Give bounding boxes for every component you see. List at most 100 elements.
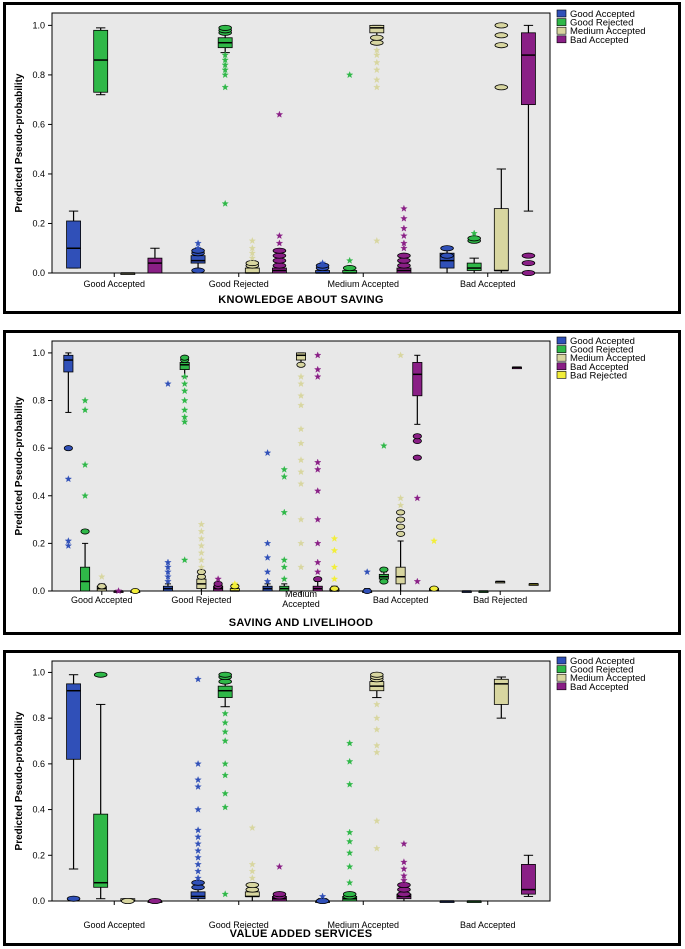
outlier-point [245, 260, 260, 267]
box-medium-accepted-bad-accepted [396, 840, 412, 902]
extreme-star [194, 826, 202, 834]
extreme-star [197, 520, 205, 528]
extreme-star [194, 675, 202, 683]
extreme-star [81, 491, 89, 499]
y-tick-label: 0.4 [32, 169, 45, 179]
box-body [296, 352, 306, 361]
outlier-point [412, 433, 422, 440]
x-tick-label: Medium Accepted [327, 279, 399, 289]
y-axis-label: Predicted Pseudo-probability [14, 396, 25, 535]
extreme-star [373, 51, 381, 59]
legend-swatch-medium-accepted [556, 673, 567, 682]
y-tick-label: 0.0 [32, 268, 45, 278]
extreme-star [397, 501, 405, 509]
box-bad-accepted-good-accepted [362, 568, 373, 594]
extreme-star [263, 568, 272, 576]
extreme-star [221, 760, 229, 767]
extreme-star [221, 803, 229, 811]
outlier-point [362, 587, 372, 594]
extreme-star [373, 236, 381, 244]
box-medium-accepted-bad-accepted [312, 351, 323, 592]
extreme-star [314, 515, 322, 523]
y-tick-label: 0.0 [32, 586, 45, 596]
extreme-star [314, 487, 322, 495]
box-body [521, 32, 536, 106]
extreme-star [197, 534, 205, 542]
box-medium-accepted-good-accepted [262, 449, 273, 592]
box-good-accepted-medium-accepted [120, 272, 136, 275]
extreme-star [400, 214, 408, 222]
box-good-rejected-good-rejected [217, 24, 233, 207]
box-bad-accepted-good-accepted [439, 900, 455, 903]
extreme-star [214, 575, 222, 583]
outlier-point [180, 354, 190, 361]
y-tick-label: 0.6 [32, 119, 45, 129]
extreme-star [413, 577, 422, 585]
y-tick-label: 0.6 [32, 759, 45, 769]
extreme-star [180, 396, 189, 404]
box-good-accepted-good-accepted [63, 352, 74, 549]
extreme-star [314, 351, 322, 359]
extreme-star [297, 380, 305, 387]
extreme-star [400, 865, 408, 873]
outlier-point [97, 583, 107, 590]
extreme-star [346, 878, 354, 886]
box-bad-accepted-good-rejected [466, 900, 482, 903]
extreme-star [221, 789, 229, 797]
extreme-star [400, 232, 408, 239]
box-bad-accepted-bad-accepted [521, 24, 536, 276]
extreme-star [314, 458, 322, 466]
box-good-rejected-good-rejected [217, 671, 233, 898]
y-axis-label: Predicted Pseudo-probability [14, 73, 25, 212]
extreme-star [194, 846, 202, 854]
x-tick-label: Bad Rejected [473, 595, 527, 605]
box-medium-accepted-bad-accepted [396, 204, 412, 274]
box-bad-accepted-medium-accepted [493, 22, 509, 274]
box-bad-accepted-medium-accepted [395, 351, 406, 592]
extreme-star [318, 259, 327, 267]
plot-area [51, 340, 551, 592]
extreme-star [346, 739, 354, 747]
outlier-point [494, 84, 509, 91]
legend-label-medium-accepted: Medium Accepted [570, 353, 646, 364]
extreme-star [221, 71, 229, 79]
extreme-star [280, 563, 288, 571]
legend-label-bad-accepted: Bad Accepted [570, 682, 629, 693]
legend-swatch-bad-accepted [556, 35, 567, 44]
outlier-point [218, 24, 232, 31]
extreme-star [346, 862, 354, 870]
box-body [369, 24, 385, 34]
extreme-star [194, 805, 202, 813]
box-good-accepted-bad-rejected [130, 587, 141, 594]
outlier-point [93, 671, 108, 678]
box-good-rejected-medium-accepted [244, 236, 260, 274]
outlier-point [370, 34, 384, 41]
extreme-star [221, 890, 229, 898]
outlier-point [397, 257, 411, 264]
extreme-star [98, 572, 106, 580]
box-body [493, 208, 509, 271]
y-tick-label: 1.0 [32, 348, 45, 358]
extreme-star [297, 539, 305, 547]
box-body [63, 354, 74, 373]
box-body [412, 362, 423, 397]
box-bad-accepted-good-rejected [378, 441, 389, 585]
extreme-star [380, 441, 388, 449]
extreme-star [197, 556, 205, 564]
legend-label-bad-rejected: Bad Rejected [570, 370, 627, 381]
box-good-accepted-bad-accepted [147, 897, 163, 904]
box-good-accepted-good-rejected [80, 396, 91, 592]
extreme-star [194, 244, 202, 252]
outlier-point [379, 578, 389, 585]
outlier-point [191, 879, 205, 886]
outlier-point [412, 454, 422, 461]
extreme-star [397, 351, 405, 359]
box-bad-accepted-bad-accepted [412, 354, 423, 585]
extreme-star [297, 480, 305, 487]
extreme-star [280, 508, 288, 516]
outlier-point [63, 445, 73, 452]
extreme-star [180, 418, 189, 426]
extreme-star [297, 401, 305, 409]
extreme-star [180, 380, 189, 387]
box-body [80, 566, 91, 592]
